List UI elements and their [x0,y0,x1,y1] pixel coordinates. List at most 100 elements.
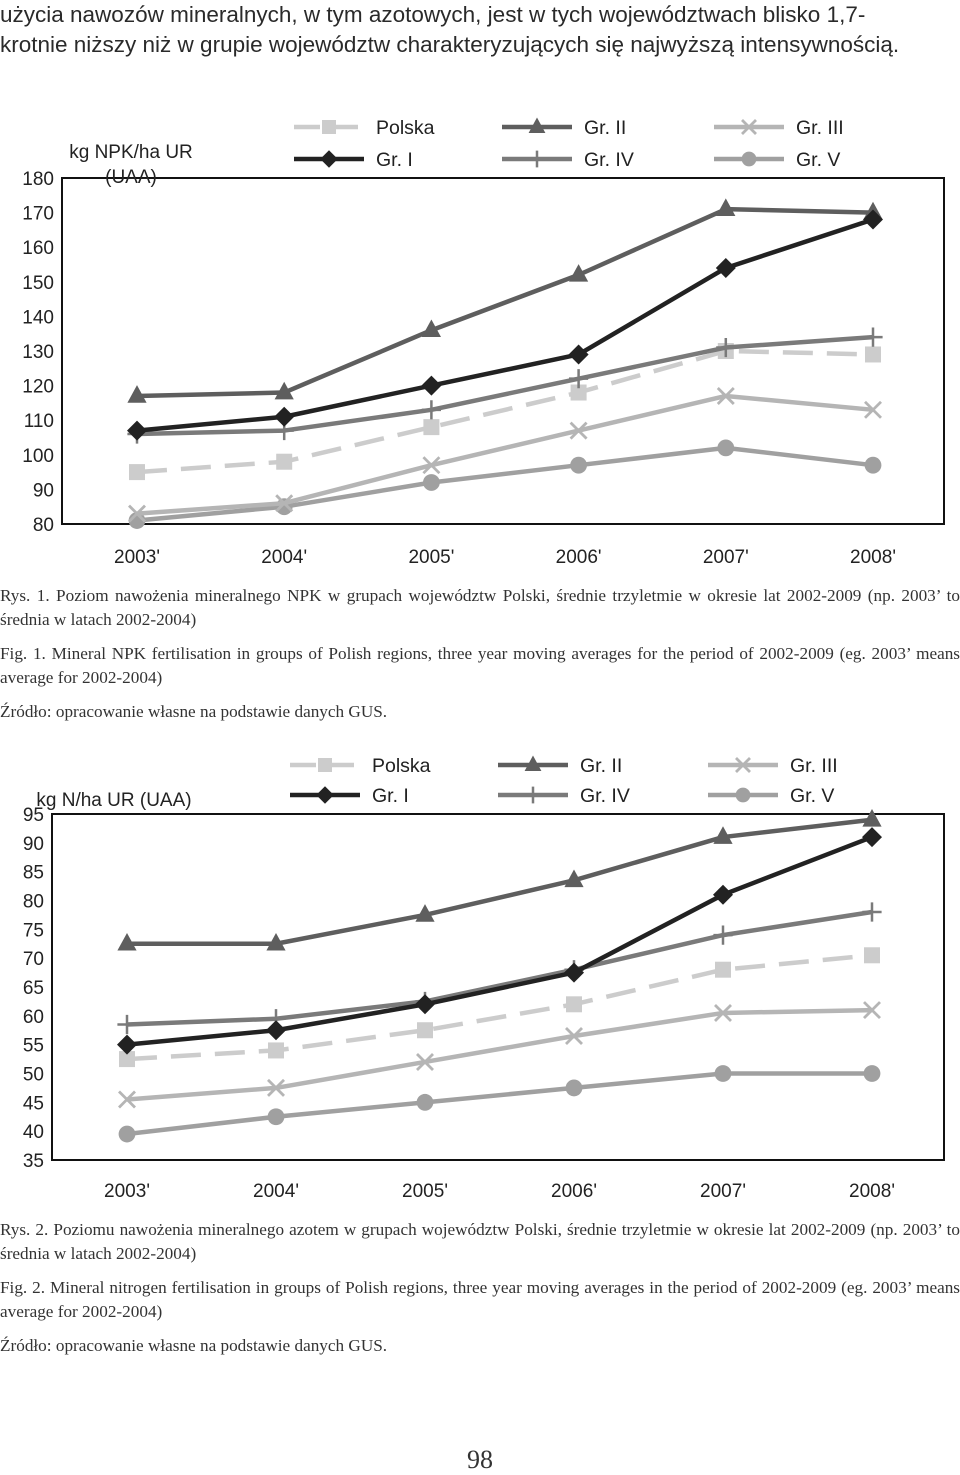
x-tick-label: 2008' [849,1181,895,1202]
data-point [117,1034,137,1055]
x-tick-label: 2007' [703,547,749,568]
data-point [713,925,733,945]
data-point [266,1020,286,1041]
x-tick-label: 2006' [556,547,602,568]
x-tick-label: 2003' [104,1181,150,1202]
legend-marker-icon [320,150,338,168]
data-point [266,932,286,951]
series-gr-ii [117,808,882,951]
x-tick-label: 2004' [253,1181,299,1202]
series-line [136,348,874,475]
caption-source: Źródło: opracowanie własne na podstawie … [0,702,388,721]
y-tick-label: 120 [22,377,54,398]
y-tick-label: 80 [33,515,54,536]
nitrogen-chart: Polska Gr. I Gr. II Gr. IV Gr. III Gr. V 35 40 4… [0,745,960,1210]
data-point [716,198,736,216]
data-point [127,420,147,441]
npk-chart-svg: Polska Gr. I Gr. II Gr. IV Gr. III Gr. V 80 90 1… [22,117,945,568]
data-point [416,1093,434,1111]
intro-line: użycia nawozów mineralnych, w tym azotow… [0,2,866,27]
legend-entry: Gr. III [708,755,838,777]
y-tick-label: 45 [23,1093,44,1114]
legend-marker-icon [741,119,757,135]
data-point [274,406,295,427]
y-tick-label: 40 [23,1122,44,1143]
data-point [416,1052,434,1071]
data-point [117,932,137,951]
series-line [136,217,874,433]
y-axis-label: kg N/ha UR (UAA) [36,790,191,811]
series-line [136,393,874,516]
data-point [421,319,441,338]
data-point [716,337,736,358]
data-point [417,1022,433,1039]
data-point [864,456,882,474]
y-tick-label: 90 [33,480,54,501]
data-point [274,381,294,400]
series-gr-v [128,439,882,529]
data-point [714,1065,732,1082]
legend-entry: Gr. II [498,755,622,777]
data-point [865,346,881,363]
y-tick-label: 80 [23,892,44,913]
data-point [715,257,736,278]
series-line [126,953,873,1062]
caption-source: Źródło: opracowanie własne na podstawie … [0,1336,388,1355]
series-line [126,909,873,1027]
caption-pl: Rys. 2. Poziomu nawożenia mineralnego az… [0,1220,960,1263]
data-point [565,1027,583,1046]
plot-area [51,813,945,1161]
data-point [118,1090,136,1109]
data-point [716,386,735,405]
y-tick-label: 140 [22,307,54,328]
y-tick-label: 60 [23,1007,44,1028]
caption-en: Fig. 1. Mineral NPK fertilisation in gro… [0,644,960,687]
legend-marker-icon [735,757,751,773]
intro-line: krotnie niższy niż w grupie województw c… [0,32,900,57]
data-point [864,947,880,964]
y-tick-label: 110 [24,411,54,432]
legend-label: Polska [376,117,435,139]
data-point [267,1078,285,1097]
series-polska [129,343,881,481]
legend-label: Polska [372,755,431,777]
data-point [423,419,440,436]
data-point [569,369,589,389]
series-gr-iv [127,327,883,444]
legend-entry: Gr. II [502,117,626,139]
data-point [415,994,435,1015]
y-tick-label: 130 [22,342,54,363]
legend-label: Gr. IV [584,149,634,171]
data-point [421,375,442,396]
data-point [421,400,441,420]
legend-marker-icon [318,758,332,772]
y-tick-label: 150 [22,273,54,294]
y-tick-label: 70 [23,949,44,970]
legend-marker-icon [735,787,751,803]
caption-fig1: Rys. 1. Poziom nawożenia mineralnego NPK… [0,584,960,724]
data-point [569,264,589,282]
data-point [864,400,882,419]
data-point [423,474,440,491]
legend-label: Gr. II [584,117,626,139]
legend-entry: Gr. V [708,785,834,807]
y-tick-label: 170 [22,204,54,225]
data-point [276,453,293,470]
data-point [129,464,145,481]
x-tick-label: 2006' [551,1181,597,1202]
data-point [863,1065,881,1082]
y-axis-label: (UAA) [105,167,157,188]
x-tick-label: 2005' [402,1181,448,1202]
series-gr-iii [128,386,882,523]
data-point [863,209,883,230]
legend-label: Gr. III [790,755,838,777]
series-gr-i [127,209,883,441]
data-point [415,904,435,922]
legend-marker-icon [528,117,546,133]
data-point [715,961,731,978]
y-axis-label: kg NPK/ha UR [69,142,193,163]
legend-label: Gr. I [376,149,413,171]
legend-entry: Gr. IV [498,785,630,807]
y-tick-label: 100 [22,446,54,467]
y-tick-label: 95 [23,805,44,826]
